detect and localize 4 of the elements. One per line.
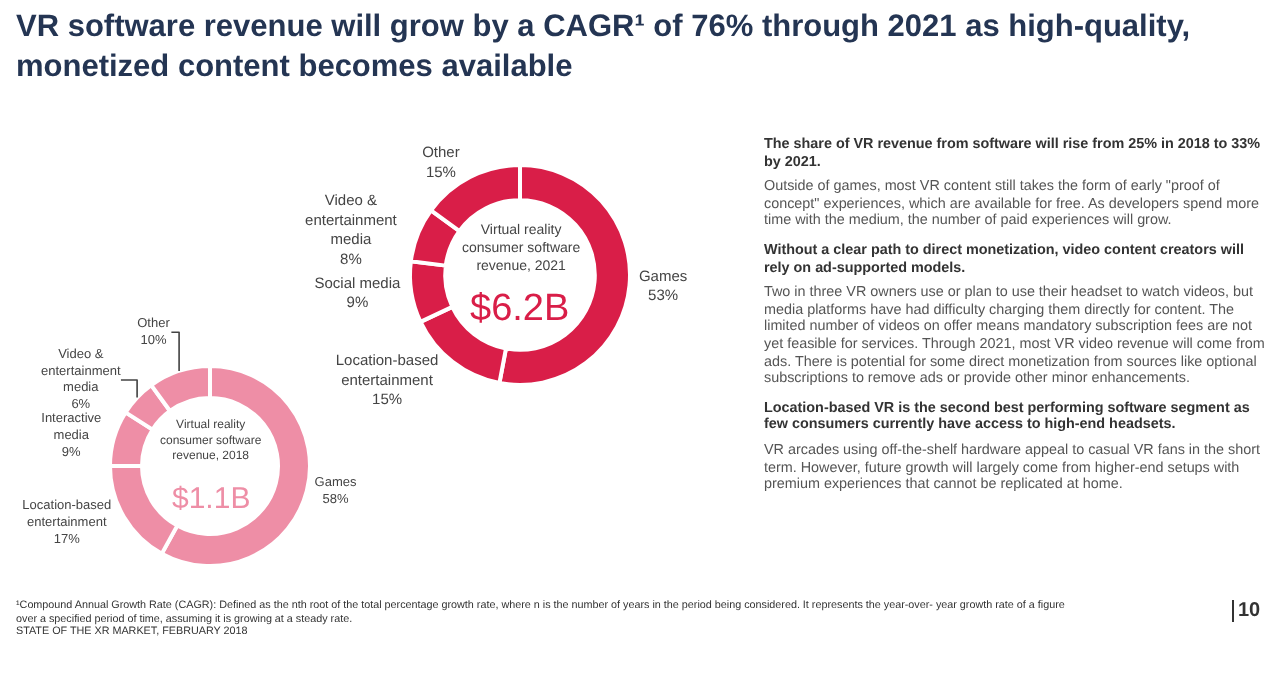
text: $6.2B [470,288,570,330]
chart-title: VR software revenue will grow by a CAGR¹ of 76% through 2021 as high-quality, monetized content becomes available [16,8,1193,88]
text: $1.1B [172,482,251,516]
text: 10 [1232,600,1261,622]
